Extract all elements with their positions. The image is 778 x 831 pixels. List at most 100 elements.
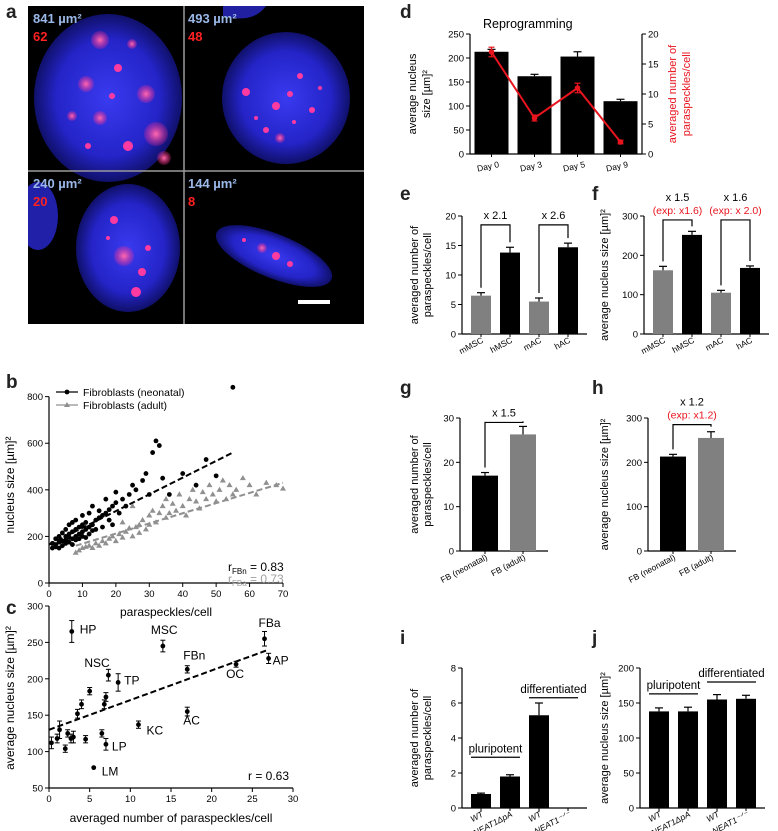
data-point [71,734,76,740]
data-point-adult [176,491,183,497]
y-tick-label: 5 [451,300,456,311]
tile-area-label: 144 µm² [188,176,237,191]
legend-marker [64,389,70,395]
panel-label-f: f [592,184,599,205]
data-point-neonatal [110,522,115,528]
y-tick-label: 200 [27,674,43,685]
data-point-adult [163,495,169,502]
data-point-neonatal [73,517,79,523]
category-label: WT [705,809,722,824]
y-tick-label: 150 [27,711,43,722]
bar [510,434,536,551]
category-label: hMSC [670,335,696,355]
data-point-neonatal [130,482,135,488]
bar [558,247,578,334]
y-tick-label: 150 [448,78,464,89]
bar [678,711,698,808]
data-point-neonatal [80,522,85,528]
data-point-adult [149,507,156,513]
data-point-adult [92,540,99,546]
x-axis-title: averaged number of paraspeckles/cell [70,811,273,825]
significance-bracket [672,424,712,450]
category-label: FB (adult) [489,552,527,578]
chart-c: 50 100 150 200 250 300 0 5 10 15 20 25 30 average nuc… [3,602,298,826]
category-label: mAC [704,335,725,353]
legend-marker [64,402,70,407]
data-point [87,688,93,694]
chart-b: 0 200 400 600 800 0 10 20 30 40 50 60 70 nucleus size… [3,384,288,619]
line-point [531,115,538,121]
y-tick-label: 0 [637,547,642,558]
y-tick-label: 800 [27,392,43,403]
y-tick-label: 15 [445,241,456,252]
r-value: rFBn = 0.83 [228,560,284,576]
data-point-neonatal [106,517,112,523]
y-axis-title-right: averaged number of [667,44,679,143]
y-tick-label: 100 [27,747,43,758]
paraspeckles [242,238,293,267]
trend-line [48,648,269,731]
x-tick-label: 20 [111,589,122,600]
data-point-neonatal [86,524,92,530]
chart-h: 0 100 200 300 FB (neonatal) FB (adult) average… [599,397,736,585]
data-point-neonatal [156,443,162,448]
significance-bracket [480,224,511,288]
y-tick-label: 2 [451,769,456,780]
panel-label-j: j [592,628,598,649]
data-point-neonatal [90,503,95,509]
bracket-label: x 1.5 [492,407,516,419]
data-point [103,694,109,700]
chart-title: Reprogramming [483,17,573,31]
y-axis-title: average nucleus [407,53,419,134]
data-point-neonatal [86,531,92,537]
data-point-adult [89,544,96,551]
data-point-neonatal [126,492,132,497]
y-tick-label: 100 [448,102,464,113]
point-label: NSC [84,656,110,670]
y-tick-label: 20 [445,212,456,223]
x-tick-label: 10 [125,794,136,805]
y-tick-label: 0 [451,804,456,815]
y-tick-label: 0 [629,804,634,815]
bracket-sublabel: (exp: x1.6) [653,205,703,217]
data-point-neonatal [110,503,115,509]
y-tick-label: 300 [626,414,642,425]
data-point-adult [156,509,163,516]
nucleus [34,14,182,182]
data-point-neonatal [83,520,89,525]
bar [682,234,702,334]
category-label: FB (neonatal) [627,552,677,585]
data-point-neonatal [83,535,89,540]
bar [529,715,549,808]
data-point-adult [199,488,206,495]
x-tick-label: 40 [177,589,188,600]
data-point [262,636,267,642]
tile-count-label: 62 [33,29,47,44]
data-point [115,680,121,685]
x-tick-label: 30 [144,589,155,600]
data-point [233,661,239,667]
data-point [101,701,107,707]
bracket-label: x 1.5 [666,192,690,204]
chart-f: 0 100 200 300 mMSC hMSC mAC hAC average nucleus … [599,192,769,356]
bar [649,711,669,808]
x-axis-title: paraspeckles/cell [120,605,212,619]
data-point-neonatal [120,496,125,502]
y-tick-label: 200 [448,54,464,65]
series-line [490,51,622,143]
data-point [184,666,190,672]
data-point-neonatal [59,530,65,536]
chart-d: 0 50 100 150 200 250 0 5 10 15 20 Reprogramming aver… [407,17,693,174]
data-point [266,656,271,661]
data-point-adult [159,502,166,509]
line-point [574,85,581,91]
bar [740,267,760,334]
data-point-neonatal [56,545,62,551]
data-point-neonatal [166,492,172,497]
point-label: LM [102,765,119,779]
panel-label-a: a [6,2,17,23]
x-tick-label: 15 [166,794,177,805]
data-point-neonatal [153,438,159,444]
data-point-neonatal [230,384,236,390]
data-point-neonatal [76,536,82,542]
